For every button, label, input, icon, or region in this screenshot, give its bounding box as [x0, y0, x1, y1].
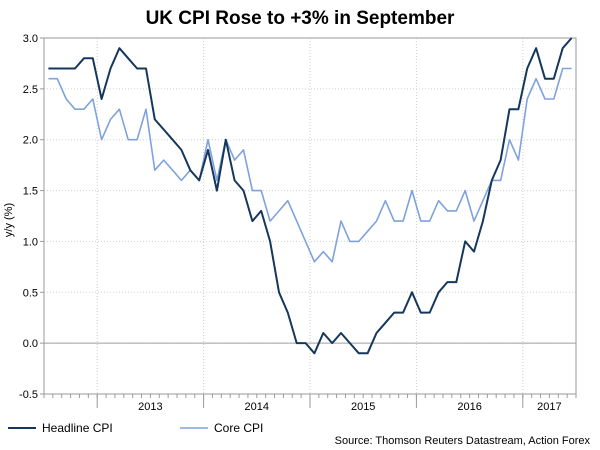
series-layer	[48, 37, 573, 355]
series-line-core-cpi	[48, 67, 572, 263]
y-tick-label: 1.0	[23, 236, 38, 248]
x-tick-label: 2016	[457, 401, 481, 413]
y-axis-ticks: 3.0 2.5 2.0 1.5 1.0 0.5 0.0 -0.5	[19, 33, 44, 401]
y-tick-label: -0.5	[19, 389, 38, 401]
series-line-headline-cpi	[48, 37, 573, 355]
x-tick-label: 2015	[351, 401, 375, 413]
y-tick-label: 0.0	[23, 338, 38, 350]
x-axis-ticks: 2013 2014 2015 2016 2017	[43, 394, 577, 413]
y-tick-label: 3.0	[23, 33, 38, 45]
chart-title: UK CPI Rose to +3% in September	[146, 8, 455, 29]
y-tick-label: 2.0	[23, 135, 38, 147]
legend-label: Headline CPI	[42, 421, 113, 435]
y-tick-label: 2.5	[23, 84, 38, 96]
x-tick-label: 2017	[537, 401, 561, 413]
y-axis-label: y/y (%)	[3, 203, 15, 237]
x-tick-label: 2013	[138, 401, 162, 413]
gridlines	[44, 38, 576, 394]
legend: Headline CPI Core CPI	[8, 421, 263, 435]
source-note: Source: Thomson Reuters Datastream, Acti…	[335, 435, 591, 447]
legend-label: Core CPI	[214, 421, 263, 435]
y-tick-label: 1.5	[23, 186, 38, 198]
y-tick-label: 0.5	[23, 287, 38, 299]
x-tick-label: 2014	[245, 401, 269, 413]
